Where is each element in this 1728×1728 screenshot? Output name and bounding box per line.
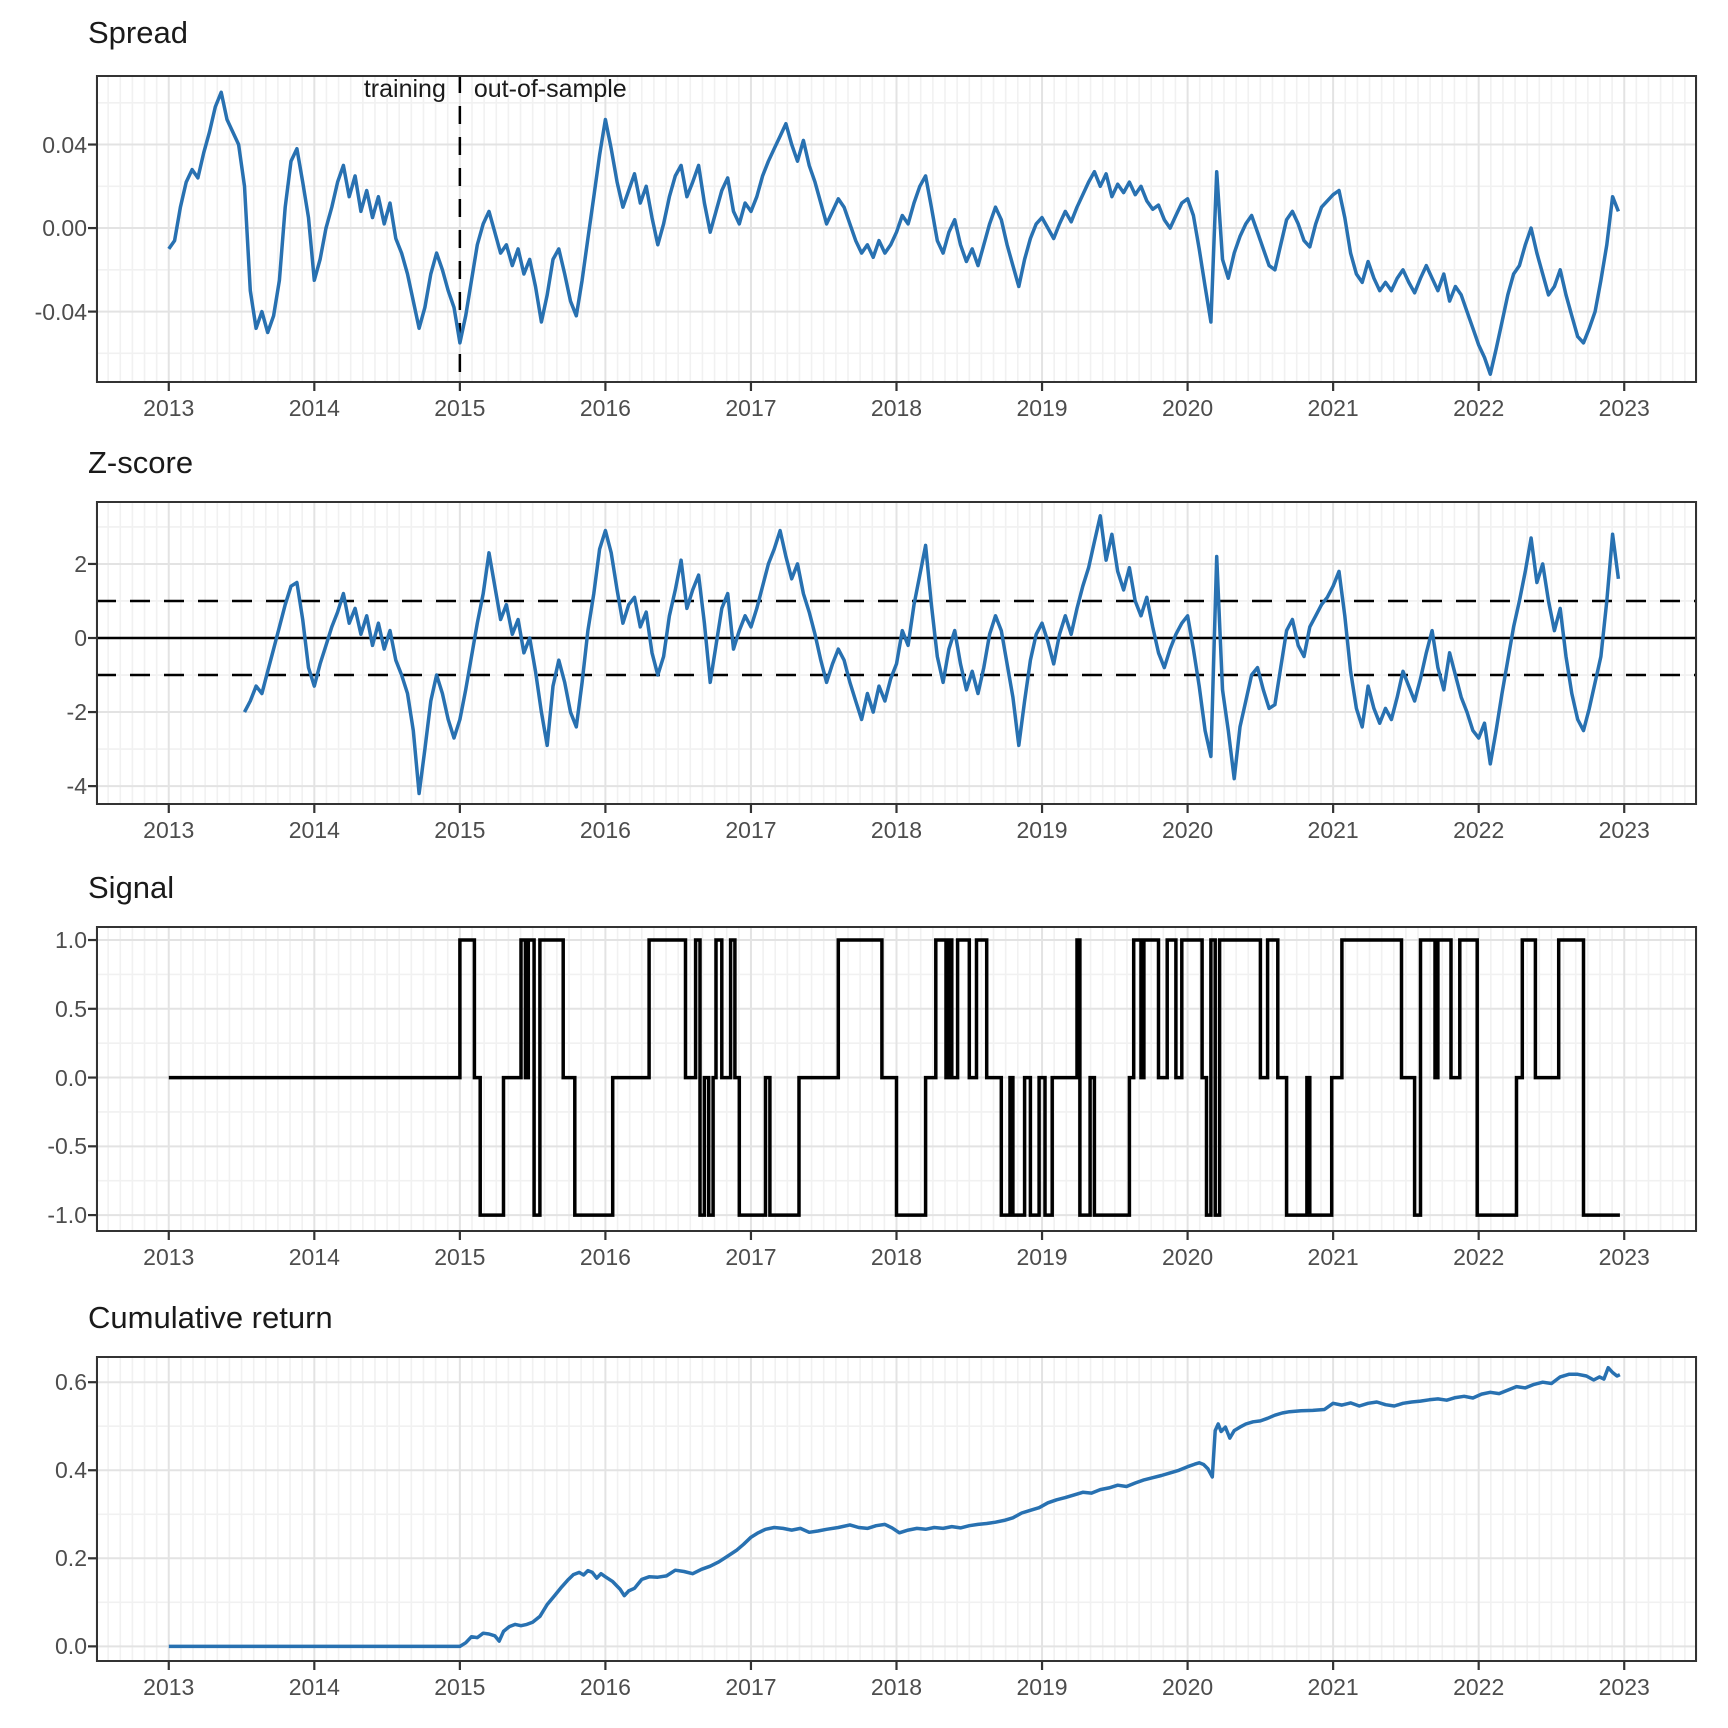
zscore-panel-border: [96, 501, 1697, 805]
x-tick-label: 2023: [1598, 395, 1650, 421]
x-tick-label: 2014: [288, 1244, 340, 1270]
y-tick-label: 2: [74, 550, 87, 577]
cumret-plot: [88, 1356, 1698, 1670]
x-tick-label: 2020: [1161, 395, 1214, 421]
y-tick-label: 0.5: [55, 995, 87, 1022]
x-tick-label: 2023: [1598, 1244, 1650, 1270]
x-tick-label: 2023: [1598, 817, 1650, 843]
x-tick-label: 2016: [579, 817, 631, 843]
training-annotation: training: [363, 74, 446, 103]
x-tick-label: 2013: [143, 1674, 195, 1700]
y-tick-label: -0.5: [47, 1133, 87, 1160]
x-tick-label: 2018: [870, 817, 923, 843]
y-tick-label: 0.0: [55, 1633, 87, 1660]
y-tick-label: 0.4: [55, 1457, 87, 1484]
x-tick-label: 2022: [1453, 1674, 1505, 1700]
zscore-line: [242, 514, 1621, 796]
x-tick-label: 2017: [725, 1244, 777, 1270]
spread-panel-border: [96, 75, 1697, 383]
x-tick-label: 2014: [288, 817, 340, 843]
y-tick-label: 0.6: [55, 1369, 87, 1396]
x-tick-label: 2014: [288, 395, 340, 421]
x-tick-label: 2017: [725, 395, 777, 421]
x-tick-label: 2022: [1453, 1244, 1505, 1270]
out-of-sample-annotation: out-of-sample: [473, 74, 627, 103]
y-tick-label: -2: [66, 699, 87, 726]
x-tick-label: 2015: [434, 395, 486, 421]
x-tick-label: 2021: [1307, 395, 1359, 421]
signal-plot: [88, 926, 1698, 1240]
y-tick-label: -0.04: [34, 298, 87, 325]
spread-plot: [88, 75, 1698, 391]
x-tick-label: 2016: [579, 1674, 631, 1700]
x-tick-label: 2013: [143, 1244, 195, 1270]
cumret-panel-border: [96, 1356, 1697, 1662]
x-tick-label: 2021: [1307, 817, 1359, 843]
spread-line: [167, 90, 1621, 376]
x-tick-label: 2019: [1016, 1674, 1068, 1700]
x-tick-label: 2021: [1307, 1244, 1359, 1270]
x-tick-label: 2019: [1016, 817, 1068, 843]
x-tick-label: 2019: [1016, 1244, 1068, 1270]
x-tick-label: 2022: [1453, 395, 1505, 421]
y-tick-label: -1.0: [47, 1202, 87, 1229]
x-tick-label: 2016: [579, 395, 631, 421]
x-tick-label: 2015: [434, 1244, 486, 1270]
x-tick-label: 2021: [1307, 1674, 1359, 1700]
signal-panel-border: [96, 926, 1697, 1232]
cumret-line: [168, 1365, 1621, 1649]
x-tick-label: 2015: [434, 1674, 486, 1700]
x-tick-label: 2017: [725, 1674, 777, 1700]
x-tick-label: 2018: [870, 395, 923, 421]
x-tick-label: 2019: [1016, 395, 1068, 421]
x-tick-label: 2014: [288, 1674, 340, 1700]
spread-panel-title: Spread: [88, 15, 188, 50]
x-tick-label: 2020: [1161, 817, 1214, 843]
x-tick-label: 2018: [870, 1674, 923, 1700]
y-tick-label: 0.0: [55, 1064, 87, 1091]
x-tick-label: 2013: [143, 395, 195, 421]
y-tick-label: 0.00: [42, 215, 87, 242]
x-tick-label: 2017: [725, 817, 777, 843]
y-tick-label: 0: [74, 625, 87, 651]
signal-panel-title: Signal: [88, 870, 175, 905]
y-tick-label: 0.2: [55, 1545, 87, 1572]
x-tick-label: 2018: [870, 1244, 923, 1270]
x-tick-label: 2016: [579, 1244, 631, 1270]
x-tick-label: 2023: [1598, 1674, 1650, 1700]
y-tick-label: 0.04: [42, 131, 87, 158]
zscore-panel-title: Z-score: [88, 445, 194, 480]
x-tick-label: 2020: [1161, 1244, 1214, 1270]
x-tick-label: 2013: [143, 817, 195, 843]
x-tick-label: 2022: [1453, 817, 1505, 843]
y-tick-label: 1.0: [55, 927, 87, 954]
y-tick-label: -4: [66, 773, 87, 800]
zscore-plot: [88, 501, 1698, 813]
signal-step: [168, 938, 1620, 1217]
x-tick-label: 2015: [434, 817, 486, 843]
cumret-panel-title: Cumulative return: [88, 1300, 333, 1335]
x-tick-label: 2020: [1161, 1674, 1214, 1700]
